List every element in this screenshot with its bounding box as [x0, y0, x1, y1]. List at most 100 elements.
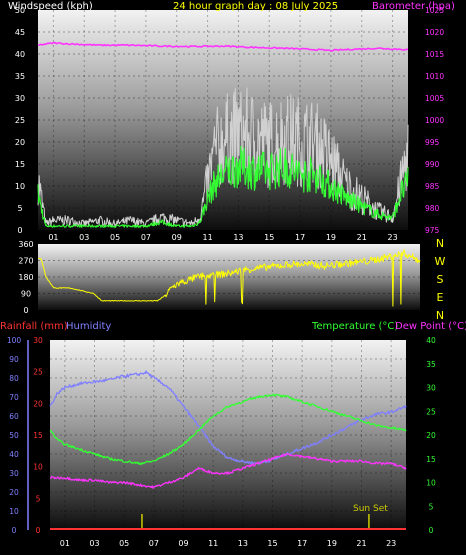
dewpoint-series [50, 453, 407, 489]
compass-label: N [436, 237, 444, 250]
compass-label: E [437, 291, 444, 304]
rain-tick-label: 25 [33, 368, 43, 377]
y-tick-label: 90 [21, 290, 31, 299]
humidity-tick-label: 40 [9, 450, 19, 459]
x-tick-label: 17 [295, 233, 305, 242]
humidity-tick-label: 80 [9, 374, 19, 383]
chart-title: 24 hour graph day : 08 July 2025 [173, 1, 338, 12]
x-tick-label: 21 [357, 233, 367, 242]
y-tick-label: 10 [15, 182, 25, 191]
grid [38, 260, 420, 294]
x-tick-label: 05 [119, 539, 129, 548]
y-tick-label: 0 [23, 306, 28, 315]
y2-tick-label: 1015 [425, 50, 444, 59]
y2-tick-label: 975 [425, 226, 440, 235]
y-tick-label: 0 [17, 226, 22, 235]
temp-tick-labels: 0 5 10 15 20 25 30 35 40 [426, 336, 436, 535]
x-tick-label: 15 [267, 539, 277, 548]
y-tick-labels: 0 5 10 15 20 25 30 35 40 45 50 [15, 6, 25, 235]
rain-tick-label: 20 [33, 399, 43, 408]
x-tick-label: 09 [178, 539, 188, 548]
y-tick-label: 50 [15, 6, 25, 15]
series-group [37, 249, 421, 307]
y-tick-label: 15 [15, 160, 25, 169]
y2-tick-label: 1010 [425, 72, 444, 81]
humidity-series [49, 370, 407, 465]
humidity-tick-label: 0 [12, 526, 17, 535]
y-tick-label: 40 [15, 50, 25, 59]
humidity-tick-label: 50 [9, 431, 19, 440]
x-tick-label: 19 [327, 539, 337, 548]
legend-temperature: Temperature (°C) [311, 321, 398, 332]
temp-tick-label: 30 [426, 384, 436, 393]
x-tick-label: 15 [264, 233, 274, 242]
x-tick-label: 11 [208, 539, 218, 548]
sunset-annotation: Sun Set [353, 504, 388, 514]
y2-tick-label: 1005 [425, 94, 444, 103]
x-tick-label: 07 [149, 539, 159, 548]
x-tick-label: 03 [79, 233, 89, 242]
humidity-tick-label: 60 [9, 412, 19, 421]
y-tick-label: 30 [15, 94, 25, 103]
x-tick-label: 01 [60, 539, 70, 548]
x-tick-label: 19 [326, 233, 336, 242]
x-tick-label: 05 [110, 233, 120, 242]
series-group [49, 370, 407, 530]
rain-tick-label: 0 [36, 526, 41, 535]
humidity-tick-label: 20 [9, 488, 19, 497]
x-tick-label: 13 [233, 233, 243, 242]
humidity-tick-label: 10 [9, 507, 19, 516]
temp-tick-label: 0 [429, 526, 434, 535]
y-tick-label: 5 [17, 204, 22, 213]
x-tick-label: 13 [238, 539, 248, 548]
legend-rainfall: Rainfall (mm) [0, 321, 68, 332]
event-markers [141, 514, 370, 530]
humidity-tick-labels: 0 10 20 30 40 50 60 70 80 90 100 [7, 336, 22, 535]
barometer-series [37, 41, 409, 52]
temp-tick-label: 20 [426, 431, 436, 440]
x-tick-labels: 01 03 05 07 09 11 13 15 17 19 21 23 [48, 233, 397, 242]
y2-tick-label: 985 [425, 182, 440, 191]
y-tick-label: 180 [18, 273, 33, 282]
compass-label: N [436, 309, 444, 322]
y-tick-label: 25 [15, 116, 25, 125]
y-tick-label: 20 [15, 138, 25, 147]
y-tick-labels: 0 90 180 270 360 [18, 240, 33, 315]
x-tick-label: 03 [89, 539, 99, 548]
rain-tick-label: 15 [33, 431, 43, 440]
y2-tick-label: 1025 [425, 6, 444, 15]
legend-humidity: Humidity [66, 321, 111, 332]
direction-series [37, 249, 421, 307]
legend-dewpoint: Dew Point (°C) [395, 321, 466, 332]
humidity-tick-label: 30 [9, 469, 19, 478]
humidity-tick-label: 70 [9, 393, 19, 402]
avg-wind-series [37, 145, 409, 228]
humidity-tick-label: 90 [9, 355, 19, 364]
rain-tick-label: 10 [33, 463, 43, 472]
y2-tick-label: 980 [425, 204, 440, 213]
x-tick-label: 23 [387, 233, 397, 242]
temp-tick-label: 35 [426, 360, 436, 369]
temp-tick-label: 25 [426, 407, 436, 416]
plot-area [50, 340, 406, 530]
x-tick-label: 01 [48, 233, 58, 242]
x-tick-label: 23 [386, 539, 396, 548]
grid [27, 340, 406, 530]
y-tick-label: 270 [18, 257, 33, 266]
x-tick-label: 17 [297, 539, 307, 548]
y-tick-label: 45 [15, 28, 25, 37]
temp-tick-label: 40 [426, 336, 436, 345]
x-tick-label: 21 [356, 539, 366, 548]
humidity-tick-label: 100 [7, 336, 22, 345]
rain-tick-label: 5 [36, 494, 41, 503]
rain-tick-labels: 0 5 10 15 20 25 30 [33, 336, 43, 535]
gust-series [37, 87, 409, 228]
y-axis-label: Windspeed (kph) [8, 1, 93, 12]
temp-tick-label: 15 [426, 455, 436, 464]
compass-label: W [435, 255, 446, 268]
y-tick-label: 360 [18, 240, 33, 249]
y2-axis-label: Barometer (hpa) [372, 1, 455, 12]
